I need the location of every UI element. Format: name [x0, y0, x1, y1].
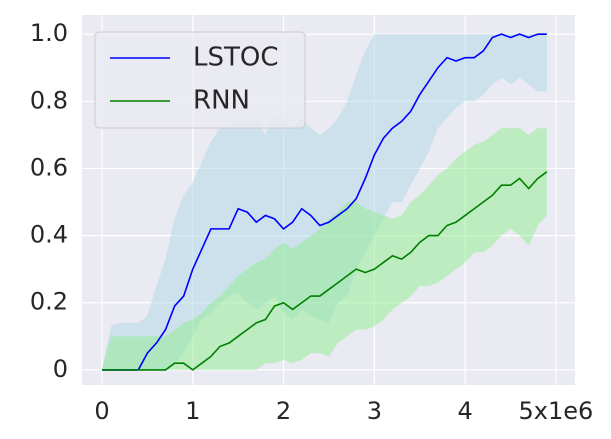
y-tick-label: 1.0 — [30, 19, 68, 47]
x-tick-label: 3 — [367, 397, 382, 425]
confidence-band — [101, 128, 547, 370]
y-tick-label: 0.4 — [30, 221, 68, 249]
x-tick-label: 4 — [458, 397, 473, 425]
legend-label: RNN — [193, 86, 250, 116]
series-line — [101, 171, 548, 371]
confidence-band — [101, 34, 547, 370]
x-tick-label: 2 — [276, 397, 291, 425]
y-tick-label: 0 — [53, 355, 68, 383]
series-line — [101, 33, 547, 371]
x-tick-label: 0 — [94, 397, 109, 425]
legend-box — [94, 31, 306, 129]
legend-label: LSTOC — [193, 43, 279, 73]
y-tick-label: 0.8 — [30, 86, 68, 114]
y-tick-label: 0.2 — [30, 288, 68, 316]
x-tick-label: 1 — [185, 397, 200, 425]
x-tick-label: 5x1e6 — [519, 397, 594, 425]
y-tick-label: 0.6 — [30, 153, 68, 181]
